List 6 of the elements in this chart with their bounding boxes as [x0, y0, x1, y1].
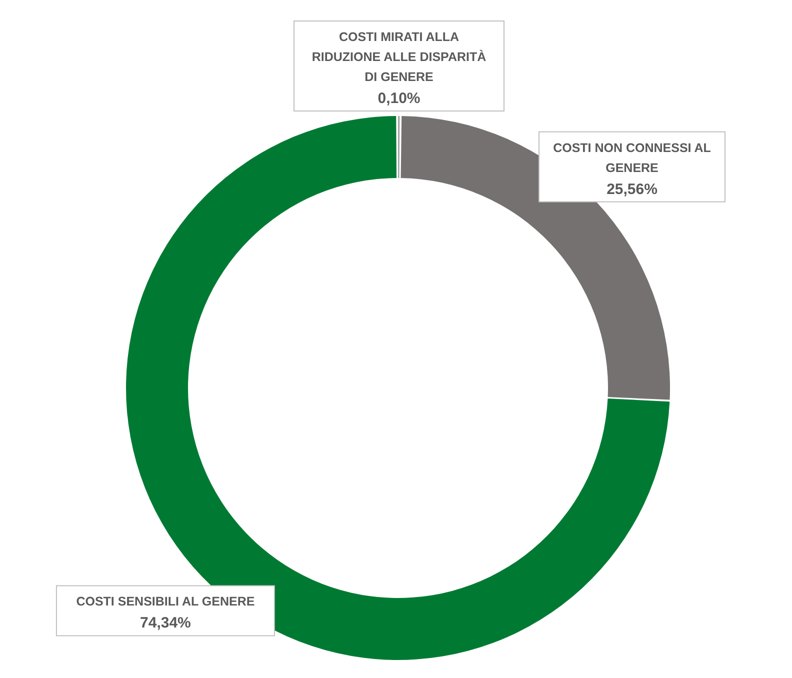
slice-label: COSTI MIRATI ALLA RIDUZIONE ALLE DISPARITÀ DI GENERE — [312, 30, 486, 84]
slice-label: COSTI NON CONNESSI AL GENERE — [553, 140, 712, 175]
slice-label: COSTI SENSIBILI AL GENERE — [76, 594, 255, 609]
data-label: 0,10% — [378, 90, 420, 107]
data-label: 74,34% — [140, 614, 191, 632]
data-label: 25,56% — [606, 180, 658, 198]
